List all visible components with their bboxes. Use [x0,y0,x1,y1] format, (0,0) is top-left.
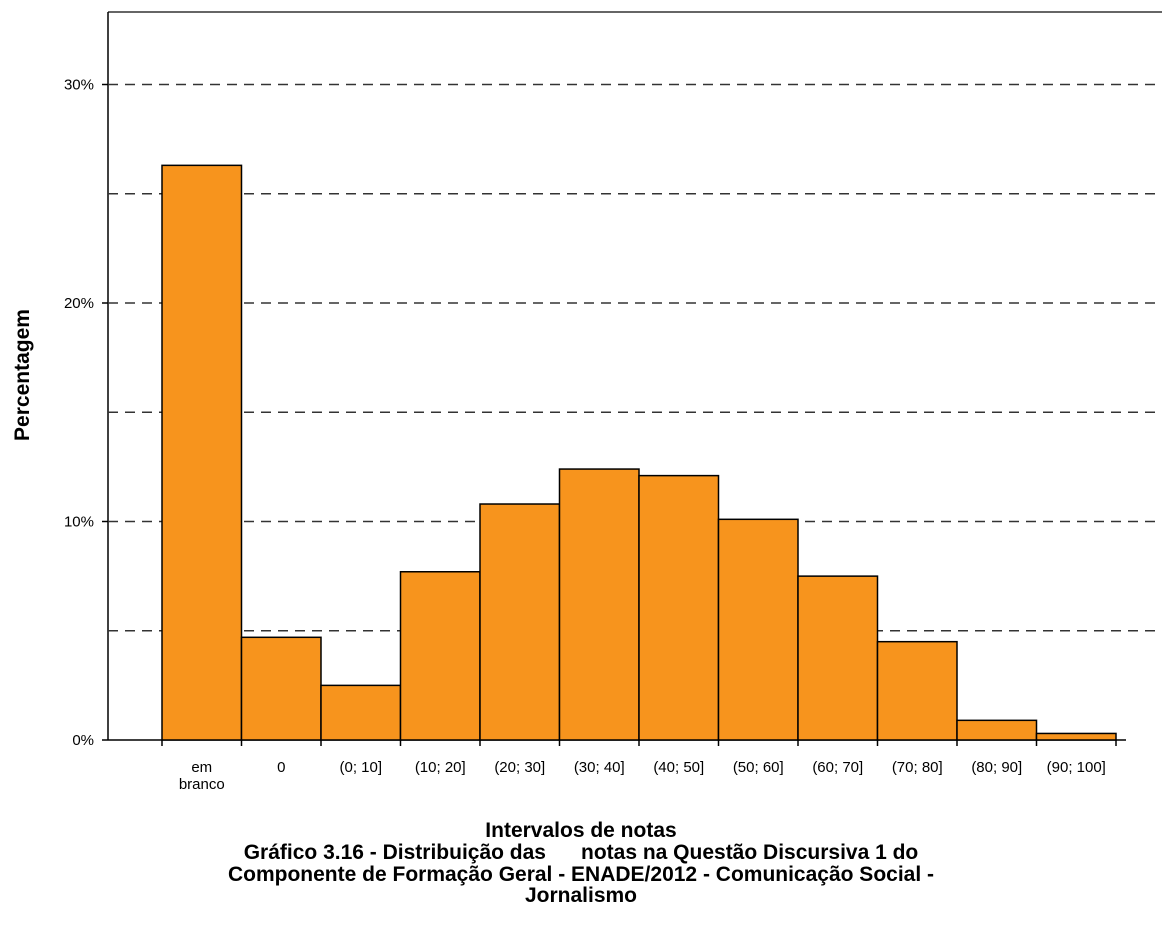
y-tick-label: 0% [72,732,94,749]
x-tick-label: em branco [179,759,225,793]
y-axis-title: Percentagem [11,309,34,441]
bar-11 [1035,732,1117,741]
bar-9 [876,640,958,741]
x-tick-label: 0 [277,759,285,776]
x-tick-label: (90; 100] [1047,759,1106,776]
x-tick-label: (10; 20] [415,759,466,776]
x-tick-label: (0; 10] [339,759,382,776]
y-tick-label: 30% [64,77,94,94]
bar-6 [638,474,720,741]
x-axis-title: Intervalos de notas [485,819,677,842]
bar-10 [956,719,1038,741]
x-tick-label: (20; 30] [494,759,545,776]
bar-0 [161,164,243,741]
x-tick-label: (70; 80] [892,759,943,776]
bar-8 [797,575,879,741]
y-tick-label: 10% [64,514,94,531]
x-tick-label: (40; 50] [653,759,704,776]
figure-caption-line-2: Componente de Formação Geral - ENADE/201… [227,863,934,886]
bar-3 [399,571,481,741]
x-tick-label: (60; 70] [812,759,863,776]
x-tick-label: (50; 60] [733,759,784,776]
bar-1 [240,636,322,741]
bar-4 [479,503,561,741]
bar-2 [320,684,402,741]
x-tick-label: (30; 40] [574,759,625,776]
bar-5 [558,468,640,741]
figure-caption-line-3: Jornalismo [524,884,638,907]
x-tick-label: (80; 90] [971,759,1022,776]
y-tick-label: 20% [64,295,94,312]
bar-7 [717,518,799,741]
figure-caption-line-1: Gráfico 3.16 - Distribuição das notas na… [243,841,919,864]
